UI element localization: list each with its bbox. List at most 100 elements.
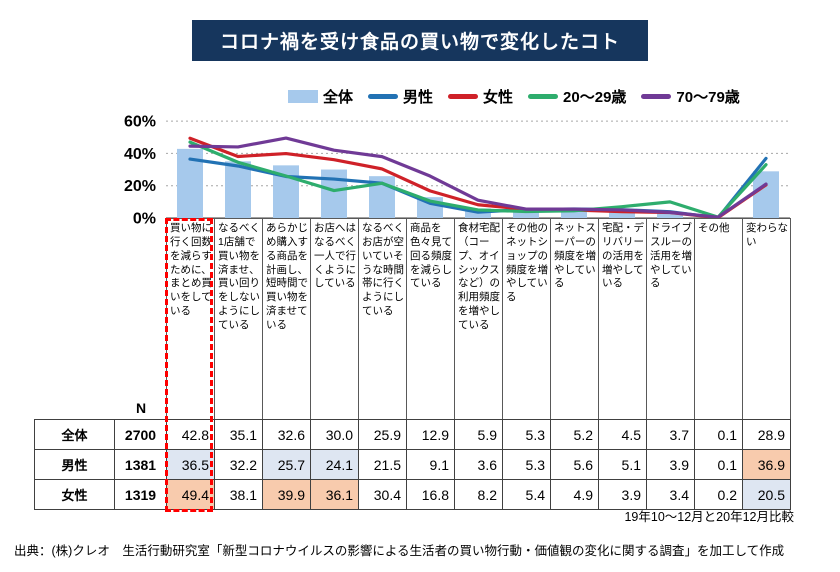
legend-item-age20-29: 20～29歳 [528, 86, 626, 107]
table-cell: 36.9 [742, 449, 791, 480]
table-cell: 3.4 [646, 479, 695, 510]
category-label-3: あらかじめ購入する商品を計画し、短時間で買い物を済ませている [263, 219, 311, 419]
table-cell: 9.1 [406, 449, 455, 480]
table-cell: 5.1 [598, 449, 647, 480]
row-label: 男性 [34, 449, 115, 480]
category-row: 買い物に行く回数を減らすために、まとめ買いをしている なるべく1店舗で買い物を済ま… [166, 218, 791, 420]
table-cell: 3.7 [646, 419, 695, 450]
line-series-女性 [188, 136, 768, 220]
table-cell: 20.5 [742, 479, 791, 510]
source-caption: 出典：(株)クレオ 生活行動研究室「新型コロナウイルスの影響による生活者の買い物… [14, 544, 785, 558]
line-series-70～79歳 [188, 136, 768, 219]
data-table: 全体 2700 42.8 35.1 32.6 30.0 25.9 12.9 5.9 5.3 5.2 4… [34, 419, 791, 510]
category-label-13: 変わらない [746, 222, 788, 248]
table-row-男性: 男性 1381 36.5 32.2 25.7 24.1 21.5 9.1 3.6 5.3 5.6 5.… [34, 449, 791, 480]
table-cell: 0.1 [694, 449, 743, 480]
table-cell: 0.1 [694, 419, 743, 450]
red-dashed-highlight-frame [165, 218, 213, 512]
table-cell: 42.8 [166, 419, 215, 450]
bar-全体-3 [321, 169, 347, 218]
comparison-note: 19年10～12月と20年12月比較 [624, 510, 794, 524]
table-cell: 3.9 [646, 449, 695, 480]
table-cell: 32.2 [214, 449, 263, 480]
table-cell: 36.1 [310, 479, 359, 510]
category-label-4: お店へはなるべく一人で行くようにしている [311, 219, 359, 419]
row-n-value: 1381 [114, 449, 167, 480]
line-series-20～29歳 [188, 140, 768, 219]
bar-全体-4 [369, 176, 395, 218]
table-cell: 4.9 [550, 479, 599, 510]
table-cell: 24.1 [310, 449, 359, 480]
legend-swatch-female [448, 94, 479, 99]
table-cell: 16.8 [406, 479, 455, 510]
table-cell: 5.2 [550, 419, 599, 450]
y-axis-tick-label: 20% [124, 178, 156, 195]
bar-全体-0 [177, 148, 203, 218]
legend-label: 男性 [403, 89, 434, 106]
table-cell: 28.9 [742, 419, 791, 450]
table-cell: 3.6 [454, 449, 503, 480]
table-cell: 5.3 [502, 419, 551, 450]
category-label-11: ドライブスルーの活用を増やしている [647, 219, 695, 419]
bar-全体-9 [609, 210, 635, 218]
table-cell: 38.1 [214, 479, 263, 510]
category-label-6: 商品を色々見て回る頻度を減らしている [407, 219, 455, 419]
table-cell: 30.4 [358, 479, 407, 510]
legend-label: 70～79歳 [676, 89, 740, 106]
legend-item-age70-79: 70～79歳 [641, 86, 740, 107]
y-axis-tick-label: 0% [133, 211, 156, 228]
table-cell: 12.9 [406, 419, 455, 450]
legend-item-male: 男性 [368, 86, 433, 107]
page-title: コロナ禍を受け食品の買い物で変化したコト [191, 20, 649, 61]
table-cell: 25.7 [262, 449, 311, 480]
legend-swatch-age70-79 [641, 94, 672, 99]
row-label: 全体 [34, 419, 115, 450]
table-cell: 5.4 [502, 479, 551, 510]
table-cell: 4.5 [598, 419, 647, 450]
table-cell: 25.9 [358, 419, 407, 450]
table-cell: 8.2 [454, 479, 503, 510]
category-label-12: その他 [695, 219, 743, 419]
bar-全体-7 [513, 209, 539, 218]
bar-全体-2 [273, 165, 299, 218]
table-cell: 5.9 [454, 419, 503, 450]
chart-legend: 全体 男性 女性 20～29歳 70～79歳 [288, 86, 740, 107]
legend-label: 20～29歳 [563, 89, 627, 106]
category-label-10: 宅配・デリバリーの活用を増やしている [599, 219, 647, 419]
legend-label: 全体 [323, 89, 354, 106]
row-label: 女性 [34, 479, 115, 510]
y-axis-tick-label: 40% [124, 146, 156, 163]
bar-全体-5 [417, 197, 443, 218]
table-cell: 32.6 [262, 419, 311, 450]
table-cell: 3.9 [598, 479, 647, 510]
table-cell: 49.4 [166, 479, 215, 510]
category-label-7: 食材宅配（コープ、オイシックスなど）の利用頻度を増やしている [455, 219, 503, 419]
legend-item-female: 女性 [448, 86, 513, 107]
table-cell: 21.5 [358, 449, 407, 480]
legend-swatch-zentai [288, 90, 318, 103]
table-row-女性: 女性 1319 49.4 38.1 39.9 36.1 30.4 16.8 8.2 5.4 4.9 3… [34, 479, 791, 510]
y-axis-tick-label: 60% [124, 114, 156, 131]
category-label-2: なるべく1店舗で買い物を済ませ、買い回りをしないようにしている [215, 219, 263, 419]
table-cell: 35.1 [214, 419, 263, 450]
category-label-1: 買い物に行く回数を減らすために、まとめ買いをしている [167, 219, 215, 419]
row-n-value: 1319 [114, 479, 167, 510]
table-cell: 5.3 [502, 449, 551, 480]
table-cell: 36.5 [166, 449, 215, 480]
table-cell: 5.6 [550, 449, 599, 480]
bar-全体-12 [753, 171, 779, 218]
category-label-5: なるべくお店が空いていそうな時間帯に行くようにしている [359, 219, 407, 419]
category-label-8: その他のネットショップの頻度を増やしている [503, 219, 551, 419]
bar-全体-1 [225, 161, 251, 218]
table-cell: 39.9 [262, 479, 311, 510]
legend-label: 女性 [483, 89, 514, 106]
legend-swatch-male [368, 94, 399, 99]
line-series-男性 [188, 156, 768, 220]
bar-全体-6 [465, 208, 491, 218]
n-column-header: N [135, 400, 147, 416]
table-row-全体: 全体 2700 42.8 35.1 32.6 30.0 25.9 12.9 5.9 5.3 5.2 4… [34, 419, 791, 450]
row-n-value: 2700 [114, 419, 167, 450]
category-label-9: ネットスーパーの頻度を増やしている [551, 219, 599, 419]
bar-全体-8 [561, 209, 587, 218]
legend-swatch-age20-29 [528, 94, 559, 99]
